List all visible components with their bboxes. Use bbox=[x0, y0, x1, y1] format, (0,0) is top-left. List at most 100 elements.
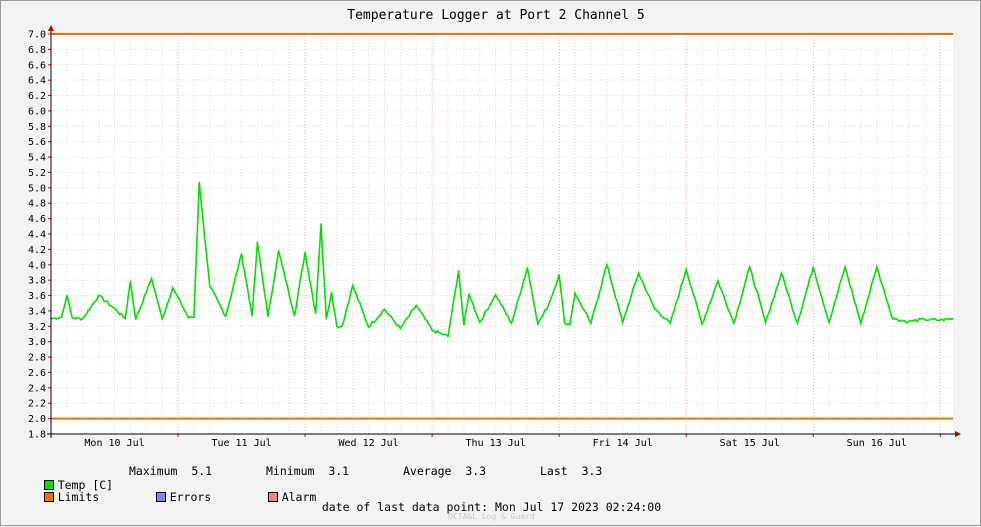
temp-point bbox=[293, 314, 296, 317]
legend-limits: Limits bbox=[16, 476, 99, 518]
y-tick-label: 6.8 bbox=[28, 45, 46, 56]
temp-point bbox=[256, 241, 259, 244]
last-data-label: date of last data point: bbox=[321, 500, 489, 514]
gridlines bbox=[50, 33, 953, 435]
temp-point bbox=[367, 326, 370, 328]
legend-alarm-label: Alarm bbox=[281, 490, 317, 504]
temp-point bbox=[875, 266, 878, 268]
temp-point bbox=[463, 323, 465, 326]
y-tick-label: 5.0 bbox=[28, 183, 46, 194]
legend-maximum: Maximum 5.1 bbox=[129, 464, 212, 478]
temp-point bbox=[224, 315, 227, 318]
temp-point bbox=[267, 315, 269, 318]
temp-swatch bbox=[43, 480, 54, 490]
temp-point bbox=[330, 291, 333, 294]
temp-point bbox=[733, 322, 735, 325]
temp-point bbox=[124, 317, 126, 320]
temp-point bbox=[171, 287, 174, 289]
temp-point bbox=[320, 223, 322, 225]
temp-point bbox=[828, 321, 830, 324]
y-tick-label: 1.8 bbox=[28, 430, 46, 441]
legend-errors-label: Errors bbox=[169, 490, 212, 504]
temp-series-points bbox=[50, 181, 954, 338]
temp-point bbox=[653, 307, 656, 310]
alarm-swatch bbox=[267, 492, 278, 502]
y-tick-label: 3.0 bbox=[28, 337, 46, 348]
y-tick-label: 3.2 bbox=[28, 322, 46, 333]
y-tick-label: 6.6 bbox=[28, 60, 46, 71]
temp-point bbox=[701, 323, 703, 325]
temp-point bbox=[81, 317, 84, 320]
legend-alarm: Alarm bbox=[240, 476, 316, 518]
temp-point bbox=[844, 266, 846, 268]
y-tick-label: 3.6 bbox=[28, 291, 46, 302]
temp-point bbox=[161, 317, 163, 320]
x-tick-label: Wed 12 Jul bbox=[338, 438, 398, 449]
temp-point bbox=[468, 293, 470, 295]
temp-point bbox=[563, 321, 566, 324]
x-axis-ticks: Mon 10 Jul Tue 11 Jul Wed 12 Jul Thu 13 Jul… bbox=[84, 434, 941, 449]
temp-point bbox=[860, 322, 862, 325]
temp-point bbox=[431, 329, 433, 331]
temp-point bbox=[415, 304, 418, 307]
y-tick-label: 2.6 bbox=[28, 368, 46, 379]
minimum-label: Minimum bbox=[266, 464, 315, 478]
legend-errors: Errors bbox=[128, 476, 211, 518]
temp-point bbox=[251, 314, 253, 317]
y-tick-label: 3.8 bbox=[28, 276, 46, 287]
y-tick-label: 2.0 bbox=[28, 414, 46, 425]
temp-point bbox=[209, 285, 211, 288]
x-tick-label: Tue 11 Jul bbox=[211, 438, 271, 449]
maximum-label: Maximum bbox=[129, 464, 178, 478]
temp-point bbox=[748, 266, 751, 268]
temp-point bbox=[923, 318, 926, 321]
temp-point bbox=[764, 321, 767, 324]
temp-point bbox=[780, 272, 783, 275]
temp-point bbox=[314, 312, 317, 315]
temp-point bbox=[71, 317, 73, 319]
y-axis-ticks: 1.8 2.0 2.2 2.4 2.6 2.8 3.0 3.2 3.4 3.6 3.8 4.0 4.2 4… bbox=[28, 30, 51, 441]
average-label: Average bbox=[403, 464, 452, 478]
temp-point bbox=[952, 317, 954, 320]
y-tick-label: 3.4 bbox=[28, 306, 46, 317]
temp-point bbox=[113, 307, 116, 310]
y-tick-label: 5.6 bbox=[28, 137, 46, 148]
temp-point bbox=[304, 251, 306, 254]
limit-lines bbox=[51, 33, 953, 420]
legend-temp-label: Temp [C] bbox=[57, 478, 114, 492]
temp-point bbox=[383, 308, 386, 311]
temp-point bbox=[621, 321, 624, 324]
limits-swatch bbox=[43, 492, 54, 502]
temp-point bbox=[547, 303, 550, 306]
legend-row-1: Temp [C] bbox=[16, 464, 113, 506]
temp-point bbox=[558, 273, 560, 276]
temp-point bbox=[150, 277, 153, 280]
temp-point bbox=[129, 280, 132, 283]
temp-point bbox=[637, 272, 640, 275]
temp-point bbox=[685, 268, 688, 271]
temp-point bbox=[187, 317, 190, 319]
legend-limits-label: Limits bbox=[57, 490, 100, 504]
temp-point bbox=[606, 263, 608, 266]
last-value: 3.3 bbox=[581, 464, 603, 478]
last-label: Last bbox=[540, 464, 568, 478]
minimum-value: 3.1 bbox=[328, 464, 350, 478]
temp-point bbox=[891, 317, 894, 320]
temp-point bbox=[399, 327, 402, 330]
y-tick-label: 5.8 bbox=[28, 122, 46, 133]
y-tick-label: 7.0 bbox=[28, 30, 46, 41]
y-tick-label: 4.8 bbox=[28, 199, 46, 210]
temp-point bbox=[717, 280, 719, 282]
last-data-value: Mon Jul 17 2023 02:24:00 bbox=[494, 500, 662, 514]
legend-average: Average 3.3 bbox=[403, 464, 486, 478]
y-tick-label: 5.4 bbox=[28, 153, 46, 164]
temp-point bbox=[494, 293, 497, 296]
axes bbox=[47, 25, 961, 438]
temp-point bbox=[796, 322, 799, 325]
y-tick-label: 6.2 bbox=[28, 91, 46, 102]
x-tick-label: Mon 10 Jul bbox=[84, 438, 144, 449]
temp-point bbox=[193, 316, 195, 318]
y-tick-label: 4.0 bbox=[28, 260, 46, 271]
temp-point bbox=[574, 292, 576, 295]
